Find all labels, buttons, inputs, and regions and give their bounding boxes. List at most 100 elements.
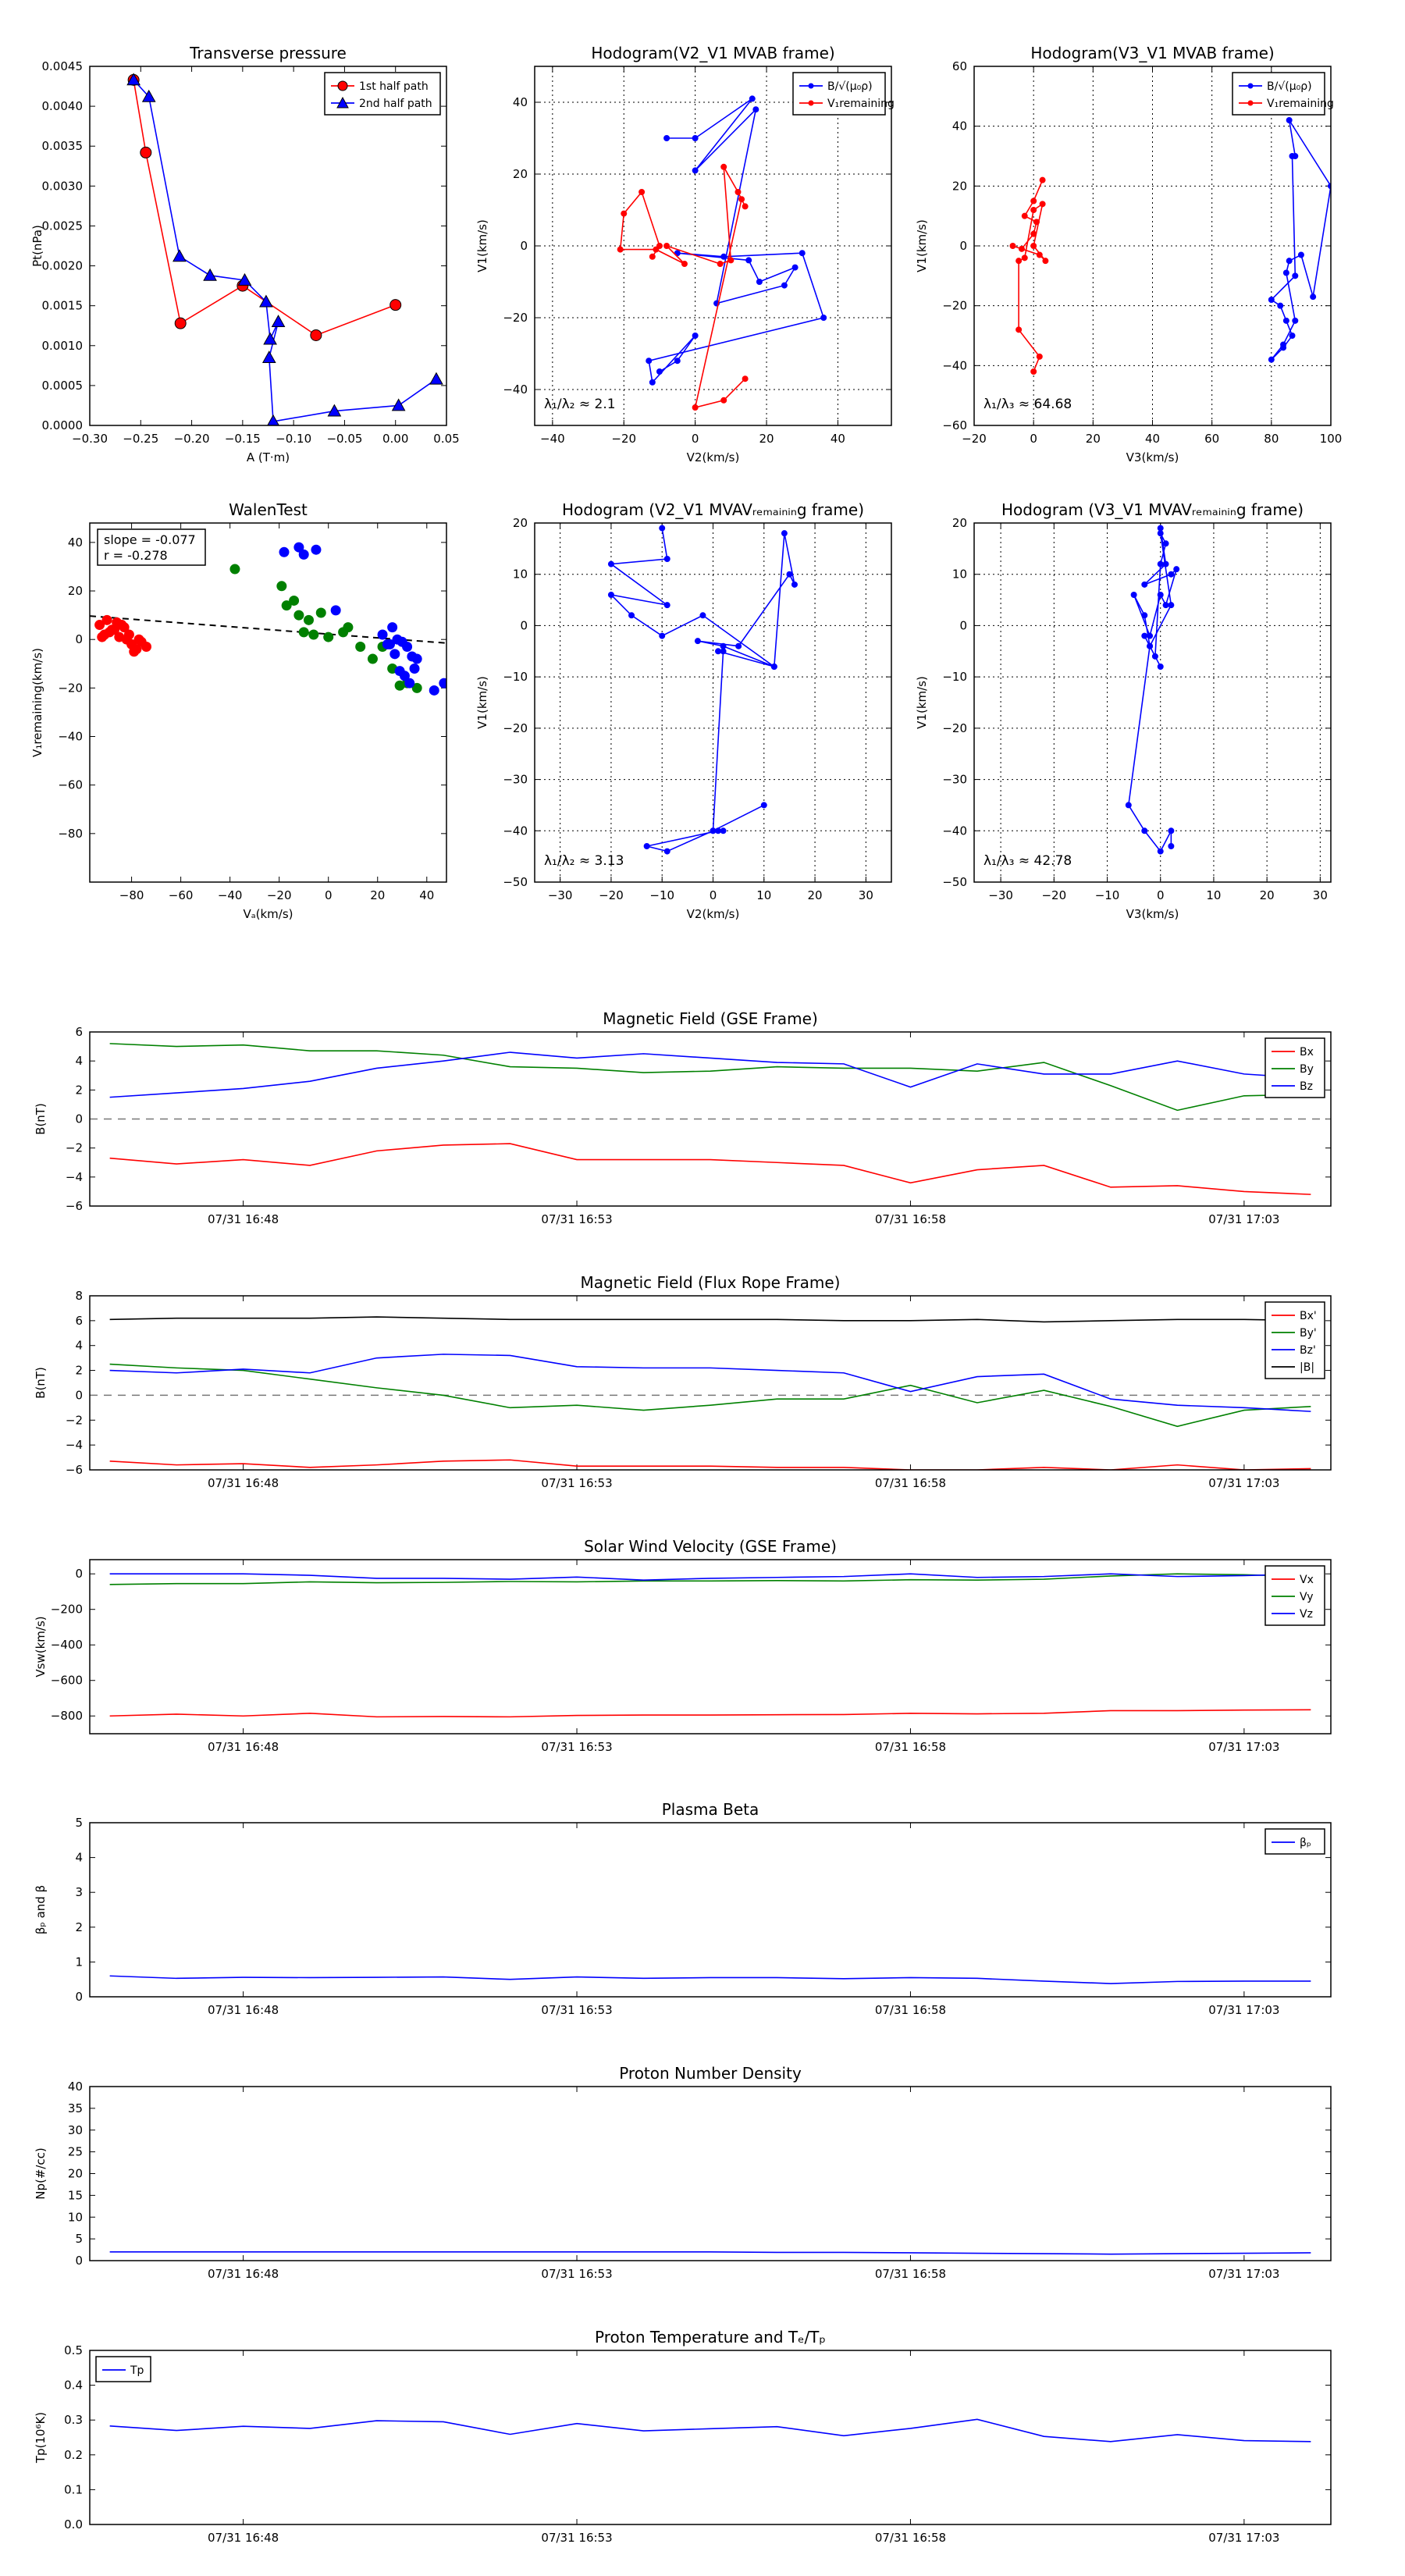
data-point: [298, 627, 309, 638]
data-point: [643, 843, 650, 849]
data-point: [391, 398, 406, 411]
y-tick-label: 0: [75, 1990, 83, 2004]
data-point: [1125, 802, 1132, 809]
y-tick-label: −600: [51, 1674, 83, 1688]
legend-marker: [336, 96, 349, 109]
x-tick-label: 40: [419, 888, 434, 902]
y-tick-label: 0.0020: [42, 259, 84, 273]
x-tick-label: −60: [169, 888, 194, 902]
series-0: [607, 525, 798, 855]
y-tick-label: 4: [75, 1339, 83, 1353]
data-point: [1168, 827, 1175, 834]
data-point: [439, 678, 446, 688]
stats-box: [97, 528, 206, 566]
chart-title: Transverse pressure: [189, 44, 347, 62]
y-tick-label: −400: [51, 1638, 83, 1652]
series-line: [648, 98, 825, 384]
data-point: [229, 564, 240, 575]
x-axis-label: V2(km/s): [687, 450, 740, 464]
y-tick-label: 5: [75, 1816, 83, 1830]
x-tick-label: 07/31 16:53: [541, 1212, 612, 1226]
legend-box: [1264, 1037, 1325, 1098]
series-0: [109, 1143, 1311, 1195]
data-point: [663, 602, 670, 609]
chart-title: Magnetic Field (Flux Rope Frame): [581, 1273, 841, 1292]
data-point: [263, 332, 277, 345]
data-point: [1016, 258, 1023, 265]
y-tick-label: 20: [952, 179, 967, 193]
data-point: [799, 250, 806, 257]
y-tick-label: −2: [66, 1413, 83, 1427]
y-tick-label: 10: [513, 568, 528, 582]
data-point: [1328, 183, 1331, 190]
y-tick-label: 2: [75, 1920, 83, 1934]
x-tick-label: −40: [218, 888, 243, 902]
data-point: [315, 607, 326, 618]
x-tick-label: 07/31 17:03: [1208, 1212, 1279, 1226]
series-0: [109, 2418, 1311, 2443]
legend: 1st half path 2nd half path: [324, 72, 441, 116]
y-tick-label: 0.3: [64, 2413, 83, 2427]
data-point: [720, 648, 727, 655]
data-point: [720, 397, 727, 404]
data-point: [1292, 272, 1299, 279]
x-tick-label: 07/31 16:48: [208, 1476, 279, 1490]
data-point: [293, 610, 304, 621]
y-tick-label: 8: [75, 1289, 83, 1303]
legend-label: 1st half path: [359, 80, 429, 93]
y-tick-label: 0: [959, 618, 967, 632]
legend-box: [1264, 1565, 1325, 1626]
fit-line: [90, 615, 446, 644]
data-point: [203, 268, 217, 281]
data-point: [327, 404, 342, 417]
chart-vsw: Solar Wind Velocity (GSE Frame) 07/31 16:…: [34, 1537, 1332, 1754]
x-tick-label: 07/31 16:48: [208, 1212, 279, 1226]
y-tick-label: −6: [66, 1463, 83, 1477]
data-point: [389, 299, 402, 311]
data-point: [1268, 356, 1275, 363]
series-1: [229, 564, 422, 693]
data-point: [692, 333, 699, 339]
y-tick-label: −30: [503, 773, 528, 787]
data-point: [129, 646, 140, 657]
data-point: [1162, 540, 1169, 547]
series-line: [109, 1363, 1311, 1428]
y-tick-label: 0.0005: [42, 379, 84, 393]
data-point: [1018, 245, 1025, 252]
series-line: [109, 1573, 1311, 1585]
series-line: [109, 1354, 1311, 1412]
x-tick-label: 20: [370, 888, 385, 902]
data-point: [411, 682, 422, 693]
data-point: [781, 530, 788, 537]
y-tick-label: 6: [75, 1314, 83, 1328]
y-tick-label: 0.5: [64, 2343, 83, 2357]
chart-title: Plasma Beta: [662, 1800, 759, 1819]
legend-label: Bz': [1300, 1344, 1316, 1357]
chart-h1: Hodogram(V2_V1 MVAB frame) −40 −20 0 20 40 −40…: [475, 44, 895, 464]
data-point: [781, 282, 788, 289]
chart-tp: Transverse pressure −0.30 −0.25 −0.20 −0.15 −…: [30, 44, 460, 464]
series-line: [109, 1975, 1311, 1984]
data-point: [1286, 258, 1293, 265]
data-point: [1162, 602, 1169, 609]
data-point: [715, 648, 722, 655]
y-tick-label: 3: [75, 1885, 83, 1899]
y-tick-label: 5: [75, 2232, 83, 2246]
chart-walen: WalenTest −80 −60 −40 −20 0 20 40 −80 −60 −40 −20 0 2…: [30, 500, 447, 921]
data-point: [1168, 843, 1175, 849]
data-point: [1021, 212, 1028, 219]
data-point: [1157, 560, 1164, 568]
legend: Bx' By' Bz' |B|: [1264, 1301, 1325, 1379]
y-tick-label: 40: [68, 2080, 83, 2094]
data-point: [820, 315, 827, 321]
data-point: [735, 642, 742, 649]
x-tick-label: −20: [962, 432, 987, 446]
y-tick-label: 0: [75, 1388, 83, 1402]
data-point: [663, 135, 670, 141]
data-point: [1162, 560, 1169, 568]
data-point: [133, 634, 144, 645]
series-1: [109, 1363, 1311, 1428]
data-point: [1280, 344, 1287, 351]
plot-frame: [89, 1559, 1332, 1735]
series-line: [109, 1051, 1311, 1098]
